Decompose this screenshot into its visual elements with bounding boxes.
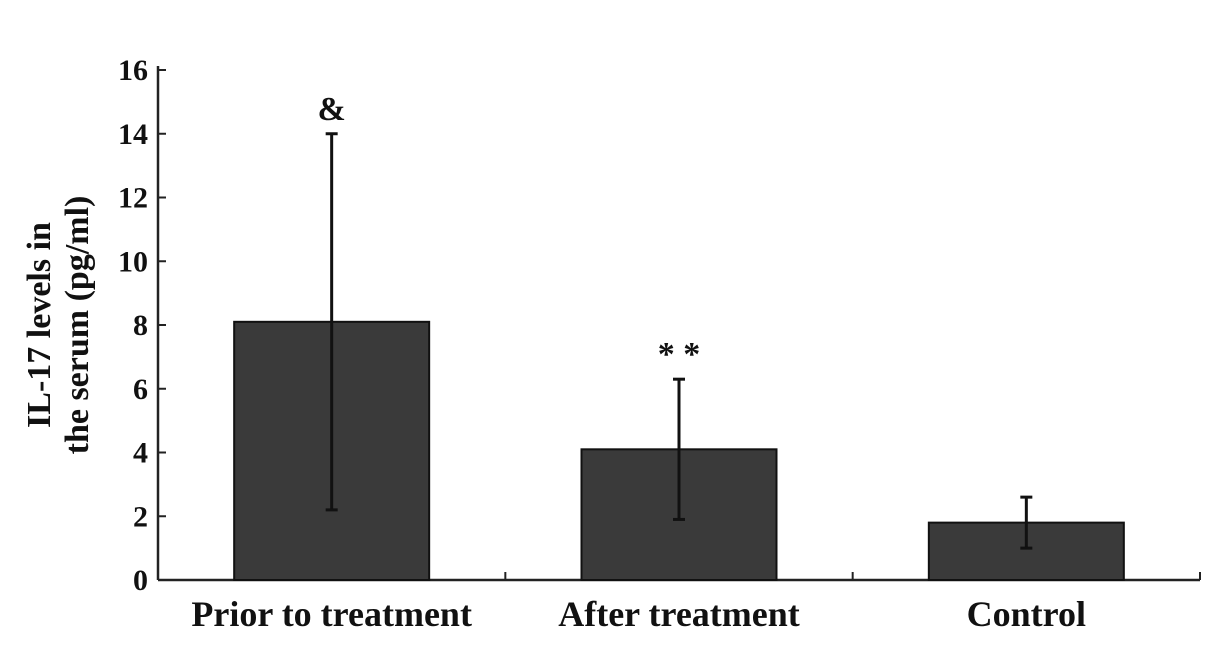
x-tick-label: Prior to treatment bbox=[191, 594, 472, 634]
y-tick-label: 12 bbox=[118, 182, 148, 215]
y-tick-label: 2 bbox=[133, 500, 148, 533]
y-axis-label-line-2: the serum (pg/ml) bbox=[59, 196, 96, 455]
y-tick-label: 16 bbox=[118, 54, 148, 87]
error-bar bbox=[673, 377, 685, 521]
x-tick-label: Control bbox=[967, 594, 1086, 634]
labels: 0 2 4 6 8 10 12 14 16 Prior to treatment & After tr… bbox=[118, 54, 1086, 634]
x-tick-label: After treatment bbox=[558, 594, 800, 634]
significance-annotation: & bbox=[318, 91, 346, 128]
y-axis-label: IL-17 levels in the serum (pg/ml) bbox=[21, 196, 96, 455]
error-bar bbox=[325, 132, 338, 512]
significance-annotation: * * bbox=[658, 336, 701, 373]
y-axis-label-line-1: IL-17 levels in bbox=[21, 222, 58, 428]
y-tick-label: 14 bbox=[118, 118, 148, 151]
y-tick-label: 6 bbox=[133, 373, 148, 406]
error-bar bbox=[1020, 495, 1033, 550]
error-bars bbox=[325, 132, 1033, 550]
y-tick-label: 4 bbox=[133, 437, 148, 470]
y-tick-label: 8 bbox=[133, 309, 148, 342]
y-tick-label: 0 bbox=[133, 564, 148, 597]
y-tick-label: 10 bbox=[118, 245, 148, 278]
